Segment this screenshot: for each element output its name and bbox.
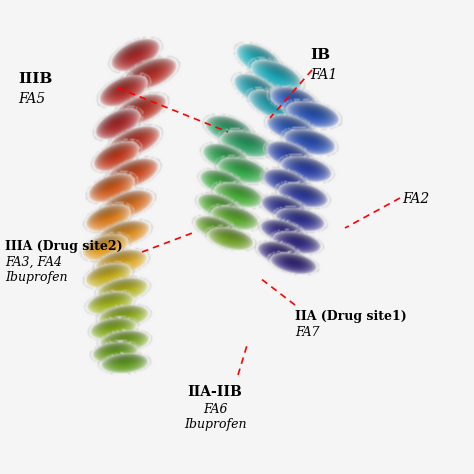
Text: FA7: FA7 <box>295 326 319 339</box>
Text: IIIA (Drug site2): IIIA (Drug site2) <box>5 240 123 253</box>
Text: IB: IB <box>310 48 330 62</box>
Text: FA3, FA4
Ibuprofen: FA3, FA4 Ibuprofen <box>5 256 67 284</box>
Text: IIA-IIB: IIA-IIB <box>188 385 242 399</box>
Text: IIIB: IIIB <box>18 72 52 86</box>
Text: FA2: FA2 <box>402 192 429 206</box>
Text: FA1: FA1 <box>310 68 337 82</box>
Text: IIA (Drug site1): IIA (Drug site1) <box>295 310 407 323</box>
Text: FA5: FA5 <box>18 92 45 106</box>
Text: FA6
Ibuprofen: FA6 Ibuprofen <box>184 403 246 431</box>
